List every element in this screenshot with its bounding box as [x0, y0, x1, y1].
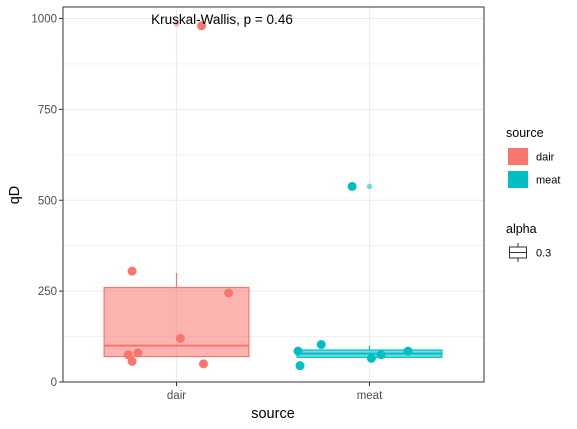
- point-dair: [127, 266, 137, 276]
- box-meat-outlier: [366, 183, 373, 190]
- legend-label-alpha: 0.3: [536, 248, 551, 260]
- point-meat: [316, 340, 326, 350]
- point-dair: [199, 359, 209, 369]
- legend-alpha-title: alpha: [506, 222, 537, 236]
- y-tick-label: 750: [38, 104, 57, 116]
- point-meat: [403, 346, 413, 356]
- point-meat: [347, 181, 357, 191]
- legend-key-dair: dair: [508, 148, 555, 165]
- y-tick-label: 0: [51, 377, 57, 389]
- axes: 0 250 500 750 1000 dair meat: [31, 14, 383, 403]
- point-dair: [133, 348, 143, 358]
- x-axis-title: source: [251, 406, 295, 422]
- kruskal-wallis-annotation: Kruskal-Wallis, p = 0.46: [151, 12, 293, 27]
- point-dair: [197, 21, 207, 31]
- legend: source dair meat alpha 0.3: [506, 126, 560, 262]
- point-dair: [175, 333, 185, 343]
- point-meat: [293, 346, 303, 356]
- box-dair: [103, 21, 250, 358]
- y-tick-label: 1000: [31, 14, 57, 26]
- point-meat: [295, 361, 305, 371]
- point-meat: [366, 353, 376, 363]
- point-dair: [123, 350, 133, 360]
- legend-label-meat: meat: [536, 175, 560, 187]
- y-axis-title: qD: [7, 186, 23, 205]
- data-points: [123, 21, 413, 371]
- y-tick-label: 500: [38, 195, 57, 207]
- x-tick-label: dair: [167, 390, 186, 402]
- x-tick-label: meat: [357, 390, 383, 402]
- point-dair: [224, 288, 234, 298]
- y-tick-label: 250: [38, 286, 57, 298]
- point-meat: [376, 350, 386, 360]
- panel-border: [62, 6, 485, 383]
- legend-key-alpha: 0.3: [509, 243, 551, 262]
- legend-source-title: source: [506, 126, 544, 140]
- legend-key-meat: meat: [508, 171, 560, 188]
- point-dair: [127, 356, 137, 366]
- box-dair-outlier: [173, 21, 180, 27]
- legend-label-dair: dair: [536, 152, 555, 164]
